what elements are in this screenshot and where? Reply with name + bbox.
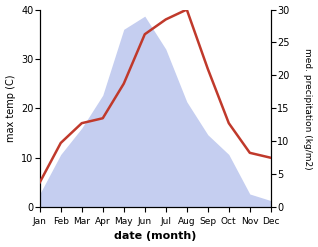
X-axis label: date (month): date (month) xyxy=(114,231,197,242)
Y-axis label: med. precipitation (kg/m2): med. precipitation (kg/m2) xyxy=(303,48,313,169)
Y-axis label: max temp (C): max temp (C) xyxy=(5,75,16,142)
